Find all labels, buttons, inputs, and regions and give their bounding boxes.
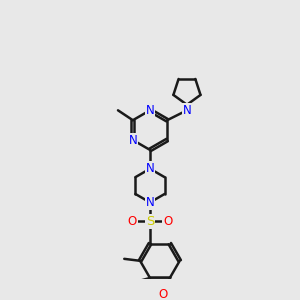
Text: O: O <box>158 288 167 300</box>
Text: S: S <box>146 215 154 228</box>
Text: O: O <box>163 215 172 228</box>
Text: N: N <box>146 104 154 117</box>
Text: N: N <box>183 104 191 117</box>
Text: N: N <box>128 134 137 146</box>
Text: N: N <box>146 196 154 209</box>
Text: O: O <box>128 215 137 228</box>
Text: N: N <box>146 162 154 175</box>
